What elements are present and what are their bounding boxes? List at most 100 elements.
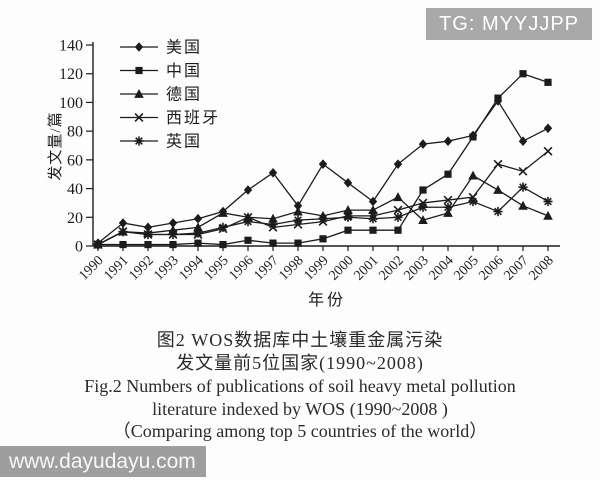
diamond-marker	[193, 213, 203, 224]
legend-label: 英国	[166, 133, 202, 151]
asterisk-marker	[443, 202, 453, 212]
square-marker	[119, 240, 127, 249]
series-line-asterisk	[93, 182, 553, 250]
square-marker	[369, 226, 377, 234]
square-marker	[469, 133, 477, 141]
asterisk-marker	[343, 212, 353, 222]
triangle-marker	[393, 192, 403, 202]
square-marker	[344, 226, 352, 234]
diamond-marker	[118, 218, 128, 228]
asterisk-marker	[493, 206, 503, 217]
x-tick-label: 1992	[126, 253, 156, 283]
triangle-marker	[468, 170, 478, 180]
x-tick-label: 1994	[176, 253, 206, 283]
y-tick-label: 140	[59, 38, 83, 55]
asterisk-marker	[318, 214, 328, 224]
triangle-marker	[368, 205, 378, 215]
diamond-marker	[543, 123, 553, 134]
x-tick-label: 1995	[201, 253, 231, 283]
diamond-marker	[293, 201, 303, 211]
legend-item: 德国	[120, 86, 202, 104]
asterisk-marker	[268, 219, 278, 230]
figure-caption: 图2 WOS数据库中土壤重金属污染 发文量前5位国家(1990~2008) Fi…	[0, 329, 600, 443]
asterisk-marker	[543, 196, 553, 207]
triangle-marker	[518, 200, 528, 210]
caption-english-line3: （Comparing among top 5 countries of the …	[112, 421, 488, 441]
asterisk-marker	[218, 222, 228, 232]
y-tick-label: 120	[59, 66, 83, 83]
square-marker	[294, 239, 302, 247]
x-tick-label: 1990	[76, 253, 106, 283]
caption-english-line1: Fig.2 Numbers of publications of soil he…	[84, 376, 516, 396]
triangle-marker	[493, 185, 503, 194]
x-marker	[443, 195, 453, 205]
x-tick-label: 2002	[376, 253, 406, 283]
x-tick-label: 1998	[276, 253, 306, 283]
y-axis: 0 20 40 60 80 100 120 140 发文量/篇	[46, 38, 93, 256]
legend-item: 英国	[120, 133, 202, 151]
caption-chinese-line2: 发文量前5位国家(1990~2008)	[176, 353, 424, 373]
x-axis: 1990199119921993199419951996199719981999…	[76, 246, 557, 309]
legend-label: 中国	[166, 62, 202, 80]
square-marker	[519, 70, 527, 78]
diamond-marker	[368, 196, 378, 207]
diamond-marker	[418, 139, 428, 149]
x-tick-label: 1991	[101, 253, 131, 283]
x-tick-label: 1993	[151, 253, 181, 283]
diamond-marker	[343, 178, 353, 188]
asterisk-marker	[293, 215, 303, 225]
y-tick-label: 60	[67, 152, 83, 169]
line-chart: 020406080100120140发文量/篇19901991199219931…	[46, 38, 560, 309]
square-marker	[135, 66, 143, 75]
y-tick-label: 80	[67, 124, 83, 141]
y-tick-label: 0	[75, 239, 83, 256]
triangle-marker	[543, 210, 553, 220]
asterisk-marker	[134, 136, 144, 146]
triangle-marker	[193, 222, 203, 232]
square-marker	[144, 240, 152, 249]
square-marker	[444, 170, 452, 178]
x-tick-label: 1996	[226, 253, 256, 283]
asterisk-marker	[93, 239, 103, 250]
x-marker	[134, 113, 144, 122]
legend-label: 西班牙	[166, 109, 220, 127]
square-marker	[394, 226, 402, 234]
legend-label: 美国	[166, 39, 202, 57]
asterisk-marker	[118, 227, 128, 237]
diamond-marker	[168, 218, 178, 228]
square-marker	[244, 236, 252, 244]
square-marker	[544, 78, 552, 86]
square-marker	[494, 94, 502, 102]
triangle-marker	[293, 206, 303, 216]
y-tick-label: 20	[67, 210, 83, 227]
x-marker	[518, 166, 528, 176]
square-marker	[194, 239, 202, 247]
asterisk-marker	[193, 228, 203, 238]
caption-english-line2: literature indexed by WOS (1990~2008 )	[152, 398, 448, 419]
x-axis-title: 年份	[308, 291, 346, 309]
x-tick-label: 2007	[501, 253, 531, 283]
y-axis-title: 发文量/篇	[46, 111, 64, 180]
asterisk-marker	[518, 182, 528, 192]
series-line-square	[94, 70, 552, 249]
square-marker	[269, 239, 277, 247]
diamond-marker	[318, 159, 328, 169]
square-marker	[219, 240, 227, 249]
x-marker	[493, 159, 503, 169]
square-marker	[319, 235, 327, 243]
legend-label: 德国	[166, 86, 202, 104]
asterisk-marker	[468, 196, 478, 207]
diamond-marker	[134, 42, 144, 52]
x-marker	[543, 146, 553, 156]
y-tick-label: 100	[59, 95, 83, 112]
diamond-marker	[268, 167, 278, 178]
x-tick-label: 2005	[451, 253, 481, 283]
asterisk-marker	[368, 214, 378, 224]
x-tick-label: 2008	[526, 253, 556, 283]
watermark-badge-bottom-left: www.dayudayu.com	[0, 446, 206, 477]
series-line-diamond	[93, 96, 553, 248]
triangle-marker	[268, 213, 278, 223]
asterisk-marker	[168, 229, 178, 240]
legend-item: 中国	[120, 62, 202, 80]
